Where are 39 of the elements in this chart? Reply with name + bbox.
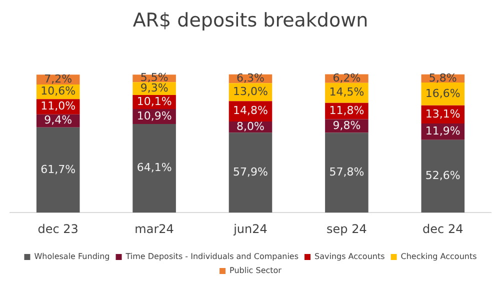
data-label: 8,0% (236, 120, 264, 133)
data-label: 64,1% (136, 161, 172, 174)
data-label: 9,8% (332, 118, 361, 132)
legend-label: Time Deposits - Individuals and Companies (124, 252, 299, 262)
data-label: 9,4% (44, 114, 72, 127)
chart-title: AR$ deposits breakdown (132, 9, 368, 32)
bar (36, 127, 80, 213)
data-label: 11,0% (40, 100, 76, 113)
data-label: 13,0% (233, 84, 268, 98)
x-tick-label: sep 24 (326, 222, 367, 236)
data-label: 6,3% (236, 72, 264, 85)
data-label: 11,8% (329, 104, 364, 117)
bar (325, 132, 368, 213)
x-tick-label: dec 24 (422, 222, 464, 236)
data-label: 10,6% (40, 84, 76, 98)
data-label: 7,2% (44, 72, 72, 86)
data-label: 10,1% (136, 94, 172, 108)
data-label: 11,9% (425, 124, 460, 138)
x-tick-label: mar24 (134, 222, 174, 236)
legend-label: Savings Accounts (314, 252, 385, 262)
data-label: 10,9% (136, 109, 172, 122)
data-label: 52,6% (425, 169, 460, 182)
bar (132, 124, 176, 213)
data-label: 14,8% (233, 104, 268, 118)
bar (421, 140, 465, 213)
legend-label: Wholesale Funding (34, 252, 110, 262)
data-label: 57,8% (329, 166, 364, 179)
legend-label: Public Sector (230, 266, 282, 276)
data-label: 5,8% (428, 71, 457, 84)
legend-label: Checking Accounts (400, 252, 477, 262)
data-label: 57,9% (233, 165, 268, 178)
data-label: 16,6% (425, 86, 460, 100)
x-tick-label: jun24 (232, 222, 268, 236)
data-label: 14,5% (329, 86, 364, 99)
x-tick-label: dec 23 (38, 222, 78, 236)
data-label: 6,2% (332, 71, 361, 84)
bar (228, 132, 272, 213)
data-label: 61,7% (40, 162, 76, 176)
data-label: 13,1% (425, 107, 460, 120)
